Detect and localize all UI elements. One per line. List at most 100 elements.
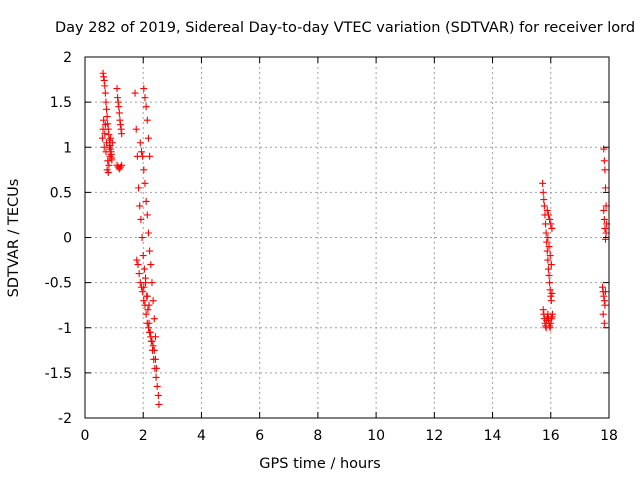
data-point [548, 224, 556, 232]
data-point [545, 243, 553, 251]
data-point [139, 288, 147, 296]
data-point [140, 166, 148, 174]
data-point [101, 82, 109, 90]
data-point [105, 143, 113, 151]
data-point [148, 337, 156, 345]
data-point [601, 224, 609, 232]
data-point [117, 125, 125, 133]
data-point [153, 382, 161, 390]
data-point [101, 130, 109, 138]
data-point [546, 252, 554, 260]
x-tick-label: 0 [81, 428, 90, 444]
data-point [149, 297, 157, 305]
data-point [548, 289, 556, 297]
data-point [599, 310, 607, 318]
x-tick-label: 2 [139, 428, 148, 444]
data-point [135, 270, 143, 278]
data-point [107, 134, 115, 142]
y-tick-label: -2 [58, 411, 72, 427]
y-tick-label: 0.5 [50, 185, 72, 201]
data-point [140, 265, 148, 273]
data-point [602, 235, 610, 243]
data-point [108, 154, 116, 162]
y-tick-label: 1.5 [50, 95, 72, 111]
data-point [149, 342, 157, 350]
data-point [143, 292, 151, 300]
x-axis-label: GPS time / hours [259, 456, 381, 472]
x-tick-label: 16 [542, 428, 560, 444]
data-point [135, 184, 143, 192]
x-tick-label: 4 [197, 428, 206, 444]
data-point [144, 229, 152, 237]
data-point [132, 125, 140, 133]
data-point [602, 184, 610, 192]
data-point [143, 211, 151, 219]
data-point [544, 256, 552, 264]
data-point [140, 283, 148, 291]
data-point [114, 98, 122, 106]
data-point [141, 179, 149, 187]
y-tick-label: -1 [58, 321, 72, 337]
y-tick-label: 0 [63, 231, 72, 247]
x-tick-label: 8 [313, 428, 322, 444]
data-point [544, 211, 552, 219]
data-point [547, 319, 555, 327]
data-point [101, 121, 109, 129]
data-point [136, 202, 144, 210]
data-point [546, 324, 554, 332]
data-point [539, 306, 547, 314]
data-point [544, 234, 552, 241]
data-point [153, 364, 161, 372]
data-point [118, 130, 126, 138]
data-point [99, 125, 107, 133]
data-point [543, 238, 551, 246]
data-point [142, 197, 150, 205]
data-point [602, 202, 610, 210]
data-point [100, 116, 108, 124]
data-point [602, 288, 610, 296]
data-point [105, 161, 113, 169]
data-point [143, 319, 151, 327]
data-point [115, 109, 123, 117]
data-point [104, 169, 112, 177]
data-point [116, 116, 124, 124]
data-point [144, 134, 152, 142]
data-point [103, 113, 111, 121]
data-point [142, 103, 150, 111]
y-tick-label: 1 [63, 140, 72, 156]
data-point [137, 148, 145, 156]
data-point [98, 134, 106, 142]
data-point [543, 247, 551, 255]
data-point [103, 105, 111, 113]
data-point [600, 297, 608, 305]
data-point [108, 139, 116, 147]
data-point [115, 103, 123, 111]
data-point [542, 229, 550, 237]
data-point [546, 279, 554, 287]
data-point [602, 229, 610, 237]
data-point [152, 373, 160, 381]
data-point [151, 355, 159, 363]
data-point [143, 116, 151, 124]
y-tick-label: -1.5 [45, 366, 72, 382]
x-tick-label: 12 [425, 428, 443, 444]
data-point [114, 94, 122, 102]
data-point [600, 319, 608, 327]
data-point [154, 391, 162, 399]
data-point [100, 73, 108, 81]
data-point [150, 346, 158, 354]
grid-lines [85, 57, 609, 418]
axis-ticks: 0 2 4 6 8 10 12 14 16 18 -2 -1.5 -1 -0.5 0 0.5 1 1.5 2 [45, 50, 618, 444]
x-tick-label: 6 [255, 428, 264, 444]
data-point [102, 98, 110, 106]
data-point [539, 179, 547, 187]
data-point [600, 145, 608, 153]
data-point [138, 234, 146, 241]
data-point [101, 89, 109, 97]
data-point [99, 69, 107, 77]
data-point [134, 261, 142, 269]
data-points [98, 69, 611, 408]
data-point [140, 85, 148, 93]
data-point [600, 206, 608, 214]
